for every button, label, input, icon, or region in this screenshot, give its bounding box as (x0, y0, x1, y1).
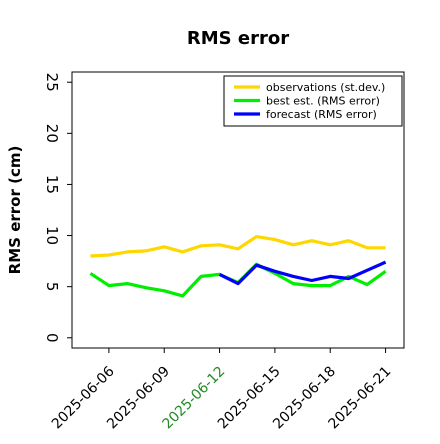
y-tick-label: 25 (43, 73, 61, 92)
y-tick-label: 0 (43, 333, 61, 343)
y-tick-label: 5 (43, 282, 61, 292)
y-tick-label: 15 (43, 175, 61, 194)
y-tick-label: 20 (43, 124, 61, 143)
series-line (218, 260, 387, 286)
legend-label: observations (st.dev.) (266, 81, 385, 94)
y-tick-label: 10 (43, 226, 61, 245)
legend-label: best est. (RMS error) (266, 94, 380, 107)
series-line (90, 235, 386, 258)
legend-label: forecast (RMS error) (266, 108, 377, 121)
chart-title: RMS error (187, 28, 289, 49)
plot-frame (71, 71, 405, 349)
y-axis-label: RMS error (cm) (6, 146, 24, 275)
legend: observations (st.dev.)best est. (RMS err… (223, 75, 403, 127)
series-lines (89, 235, 387, 298)
